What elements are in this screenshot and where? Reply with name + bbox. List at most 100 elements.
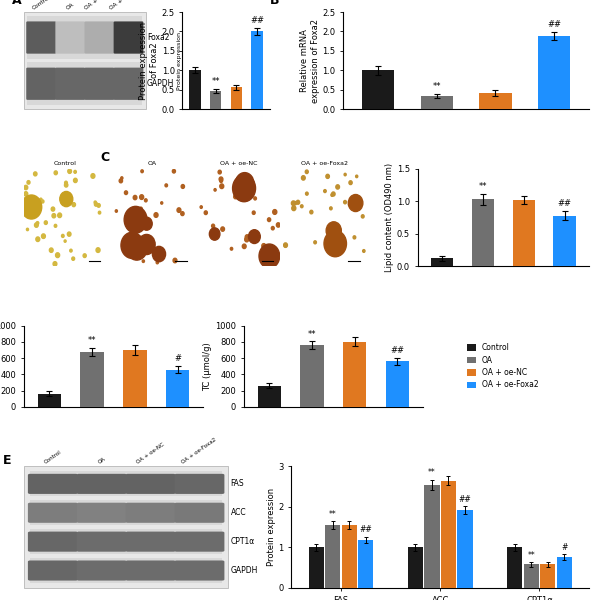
Circle shape bbox=[27, 214, 30, 218]
FancyBboxPatch shape bbox=[55, 22, 85, 53]
Circle shape bbox=[91, 173, 95, 178]
FancyBboxPatch shape bbox=[55, 68, 85, 100]
Bar bbox=[540, 565, 555, 588]
Text: ##: ## bbox=[459, 494, 471, 503]
FancyBboxPatch shape bbox=[28, 532, 78, 551]
Circle shape bbox=[300, 205, 303, 208]
Circle shape bbox=[54, 171, 57, 175]
Circle shape bbox=[233, 175, 255, 202]
Circle shape bbox=[26, 228, 29, 230]
Y-axis label: Protein expression: Protein expression bbox=[267, 488, 275, 566]
FancyBboxPatch shape bbox=[126, 474, 176, 494]
Circle shape bbox=[268, 218, 271, 221]
FancyBboxPatch shape bbox=[28, 503, 78, 523]
Legend: Control, OA, OA + oe-NC, OA + oe-Foxa2: Control, OA, OA + oe-NC, OA + oe-Foxa2 bbox=[467, 343, 538, 389]
Circle shape bbox=[181, 185, 184, 188]
Circle shape bbox=[152, 247, 165, 262]
Circle shape bbox=[314, 241, 317, 244]
Circle shape bbox=[68, 169, 71, 173]
Bar bbox=[80, 352, 104, 407]
Circle shape bbox=[349, 181, 352, 185]
Circle shape bbox=[236, 173, 254, 194]
Bar bbox=[258, 386, 281, 407]
Circle shape bbox=[70, 249, 72, 252]
Circle shape bbox=[292, 201, 295, 206]
Text: ##: ## bbox=[547, 20, 561, 29]
FancyBboxPatch shape bbox=[28, 474, 78, 494]
FancyBboxPatch shape bbox=[114, 22, 143, 53]
Circle shape bbox=[115, 210, 117, 212]
Text: FAS: FAS bbox=[230, 479, 244, 488]
FancyBboxPatch shape bbox=[114, 68, 143, 100]
Text: ##: ## bbox=[250, 16, 264, 25]
Bar bbox=[458, 510, 472, 588]
Circle shape bbox=[284, 243, 287, 247]
Circle shape bbox=[36, 221, 39, 224]
Text: ##: ## bbox=[390, 346, 405, 355]
Circle shape bbox=[121, 232, 143, 259]
Circle shape bbox=[143, 248, 147, 253]
Bar bbox=[553, 215, 576, 266]
Circle shape bbox=[138, 235, 155, 254]
Text: **: ** bbox=[433, 82, 441, 91]
Circle shape bbox=[60, 191, 73, 206]
Circle shape bbox=[331, 194, 333, 196]
Circle shape bbox=[324, 190, 326, 193]
Circle shape bbox=[124, 206, 147, 233]
FancyBboxPatch shape bbox=[84, 22, 114, 53]
Circle shape bbox=[161, 202, 163, 204]
Bar bbox=[27, 16, 142, 59]
Bar bbox=[189, 70, 201, 109]
Bar bbox=[300, 345, 324, 407]
Bar bbox=[362, 70, 394, 109]
Bar bbox=[431, 259, 453, 266]
Circle shape bbox=[41, 200, 44, 203]
Circle shape bbox=[24, 185, 28, 190]
Text: B: B bbox=[270, 0, 279, 7]
Text: ##: ## bbox=[558, 199, 572, 208]
Circle shape bbox=[221, 227, 224, 231]
Circle shape bbox=[42, 234, 45, 238]
Bar bbox=[524, 565, 538, 588]
Circle shape bbox=[61, 235, 64, 238]
Bar bbox=[30, 500, 223, 526]
Circle shape bbox=[97, 203, 100, 207]
FancyBboxPatch shape bbox=[174, 474, 224, 494]
Text: **: ** bbox=[211, 77, 220, 86]
Circle shape bbox=[330, 207, 332, 210]
Text: OA + oe-NC: OA + oe-NC bbox=[136, 442, 165, 465]
Circle shape bbox=[252, 211, 255, 214]
Text: Control: Control bbox=[43, 450, 62, 465]
Text: GAPDH: GAPDH bbox=[230, 566, 258, 575]
Circle shape bbox=[72, 203, 76, 206]
Text: OA + oe-NC: OA + oe-NC bbox=[83, 0, 115, 11]
Circle shape bbox=[344, 173, 346, 176]
Circle shape bbox=[273, 209, 277, 214]
Circle shape bbox=[332, 246, 336, 251]
Circle shape bbox=[165, 184, 168, 187]
Text: OA + oe-NC: OA + oe-NC bbox=[220, 161, 257, 166]
FancyBboxPatch shape bbox=[77, 474, 127, 494]
Circle shape bbox=[156, 261, 158, 264]
Circle shape bbox=[36, 237, 40, 241]
Circle shape bbox=[51, 207, 55, 211]
Circle shape bbox=[74, 170, 76, 173]
Bar bbox=[27, 62, 142, 106]
Bar bbox=[441, 481, 456, 588]
Bar bbox=[342, 525, 357, 588]
Circle shape bbox=[219, 177, 223, 181]
Text: **: ** bbox=[479, 182, 487, 191]
Circle shape bbox=[173, 258, 177, 263]
Bar bbox=[472, 199, 494, 266]
Circle shape bbox=[336, 185, 340, 189]
Text: C: C bbox=[101, 151, 109, 164]
Circle shape bbox=[177, 208, 181, 212]
Circle shape bbox=[98, 211, 101, 214]
Bar bbox=[386, 361, 409, 407]
Y-axis label: TC (μmol/g): TC (μmol/g) bbox=[203, 342, 212, 391]
Circle shape bbox=[344, 200, 346, 204]
Circle shape bbox=[44, 221, 48, 224]
Text: E: E bbox=[4, 454, 12, 467]
Circle shape bbox=[214, 188, 216, 191]
Circle shape bbox=[133, 196, 137, 200]
